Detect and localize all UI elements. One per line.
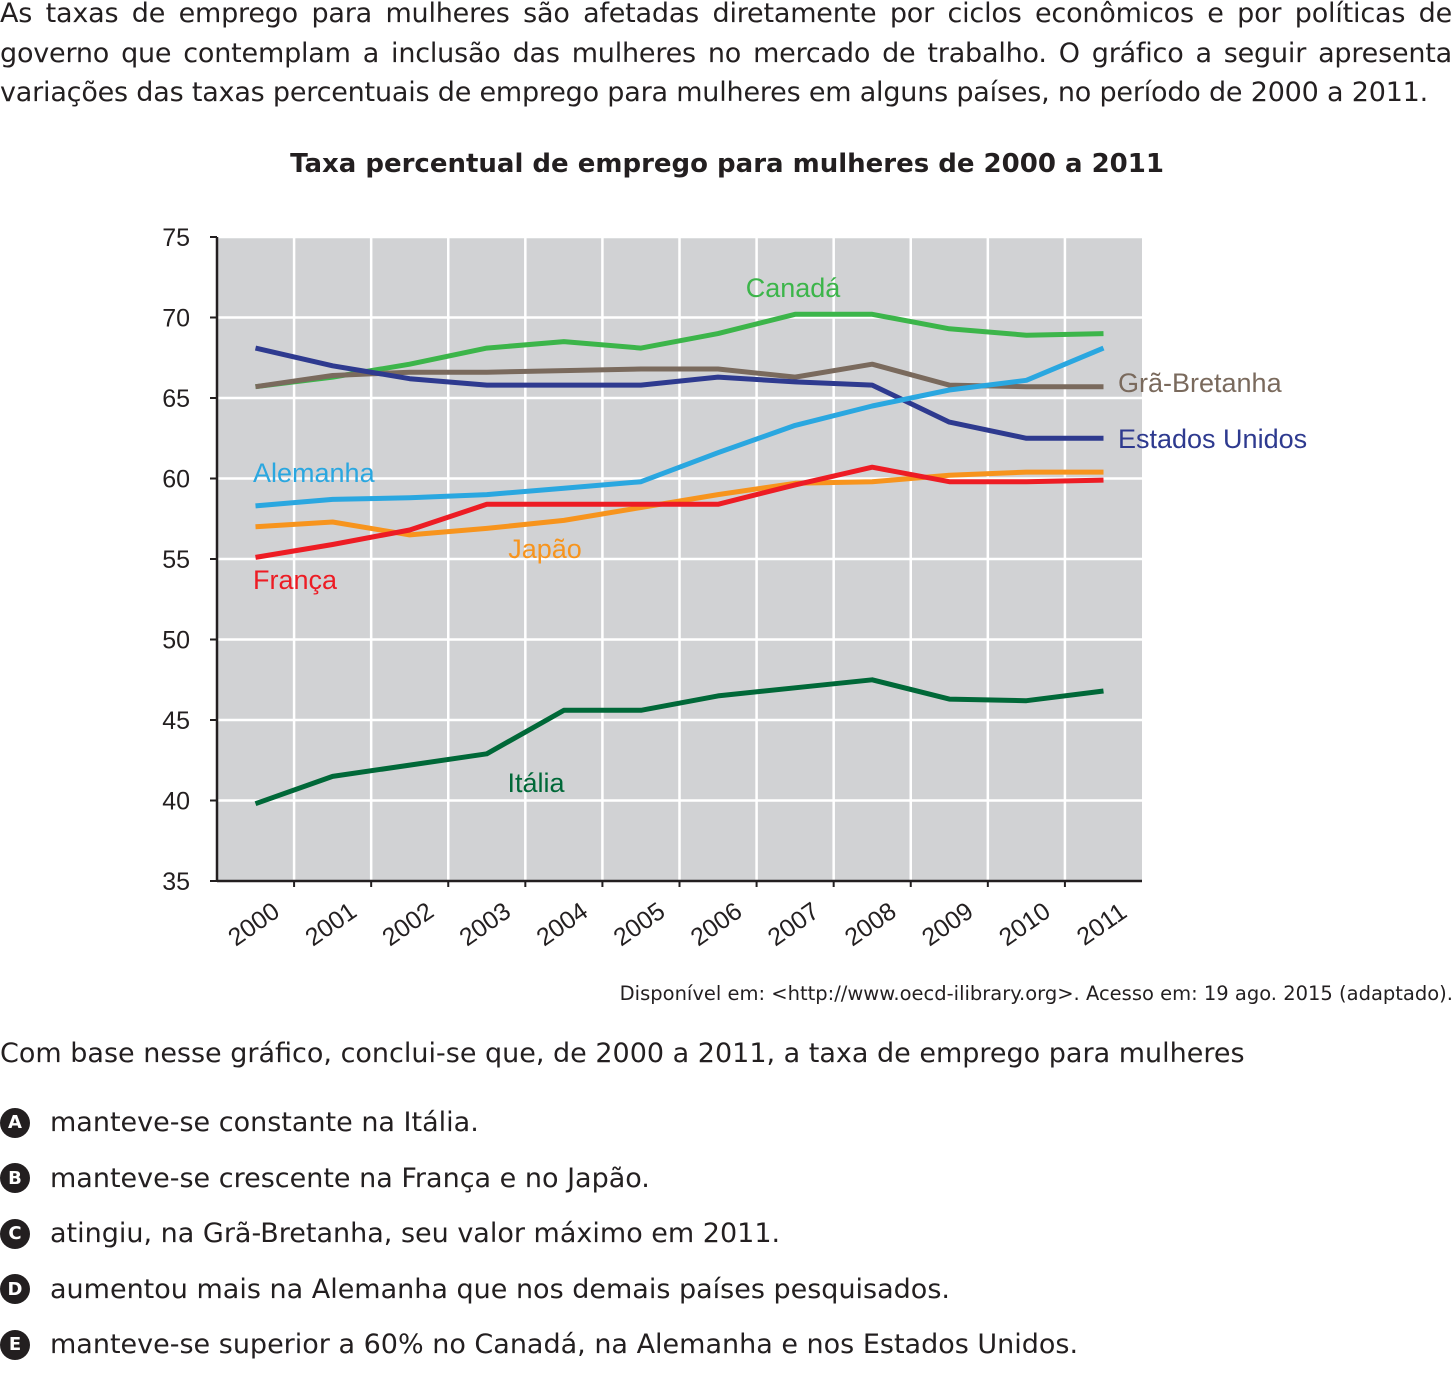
- series-label-japao: Japão: [508, 534, 582, 564]
- x-tick-label: 2011: [1072, 898, 1132, 952]
- option-d[interactable]: D aumentou mais na Alemanha que nos dema…: [0, 1262, 1078, 1318]
- series-label-alemanha: Alemanha: [253, 458, 376, 488]
- option-e-badge: E: [0, 1329, 30, 1360]
- y-tick-label: 70: [162, 305, 190, 333]
- option-d-badge: D: [0, 1274, 30, 1305]
- series-label-italia: Itália: [507, 768, 565, 798]
- x-tick-label: 2001: [300, 897, 362, 952]
- x-tick-label: 2010: [994, 897, 1056, 952]
- series-line-franca: [255, 464, 1104, 560]
- option-a[interactable]: A manteve-se constante na Itália.: [0, 1095, 1078, 1151]
- x-tick-label: 2007: [763, 897, 825, 952]
- x-tick-label: 2008: [840, 897, 902, 952]
- y-tick-label: 45: [162, 707, 190, 735]
- option-c[interactable]: C atingiu, na Grã-Bretanha, seu valor má…: [0, 1206, 1078, 1262]
- y-tick-label: 75: [162, 224, 190, 252]
- y-tick-label: 60: [162, 466, 190, 494]
- x-tick-label: 2002: [377, 897, 439, 952]
- option-e[interactable]: E manteve-se superior a 60% no Canadá, n…: [0, 1317, 1078, 1373]
- y-tick-label: 55: [162, 546, 190, 574]
- series-line-alemanha: [255, 345, 1105, 509]
- y-tick-label: 40: [162, 788, 190, 816]
- answer-options: A manteve-se constante na Itália. B mant…: [0, 1095, 1078, 1373]
- option-b-text: manteve-se crescente na França e no Japã…: [50, 1162, 650, 1194]
- y-tick-label: 50: [162, 627, 190, 655]
- x-tick-label: 2005: [609, 897, 671, 952]
- x-tick-label: 2004: [531, 897, 593, 952]
- source-citation: Disponível em: <http://www.oecd-ilibrary…: [619, 982, 1453, 1005]
- series-label-franca: França: [253, 565, 338, 595]
- option-a-badge: A: [0, 1107, 30, 1138]
- series-line-italia: [254, 677, 1104, 807]
- x-tick-label: 2003: [454, 897, 516, 952]
- x-tick-label: 2000: [223, 897, 285, 952]
- chart-title: Taxa percentual de emprego para mulheres…: [290, 149, 1164, 179]
- option-b[interactable]: B manteve-se crescente na França e no Ja…: [0, 1151, 1078, 1207]
- option-a-text: manteve-se constante na Itália.: [50, 1107, 479, 1139]
- line-chart: Taxa percentual de emprego para mulheres…: [162, 149, 1307, 952]
- option-e-text: manteve-se superior a 60% no Canadá, na …: [50, 1329, 1079, 1361]
- option-c-text: atingiu, na Grã-Bretanha, seu valor máxi…: [50, 1218, 781, 1250]
- series-line-estados-unidos: [254, 345, 1104, 441]
- option-d-text: aumentou mais na Alemanha que nos demais…: [50, 1273, 950, 1305]
- question-stem: Com base nesse gráfico, conclui-se que, …: [0, 1038, 1245, 1069]
- series-line-canada: [255, 311, 1104, 390]
- x-tick-label: 2009: [917, 897, 979, 952]
- series-label-estados-unidos: Estados Unidos: [1118, 424, 1307, 454]
- series-label-canada: Canadá: [746, 273, 842, 303]
- option-b-badge: B: [0, 1163, 30, 1194]
- option-c-badge: C: [0, 1218, 30, 1249]
- series-label-gra-bretanha: Grã-Bretanha: [1118, 368, 1283, 398]
- x-tick-label: 2006: [686, 897, 748, 952]
- y-tick-label: 35: [162, 868, 190, 896]
- series-line-gra-bretanha: [255, 361, 1104, 390]
- intro-paragraph: As taxas de emprego para mulheres são af…: [0, 0, 1452, 108]
- y-tick-label: 65: [162, 385, 190, 413]
